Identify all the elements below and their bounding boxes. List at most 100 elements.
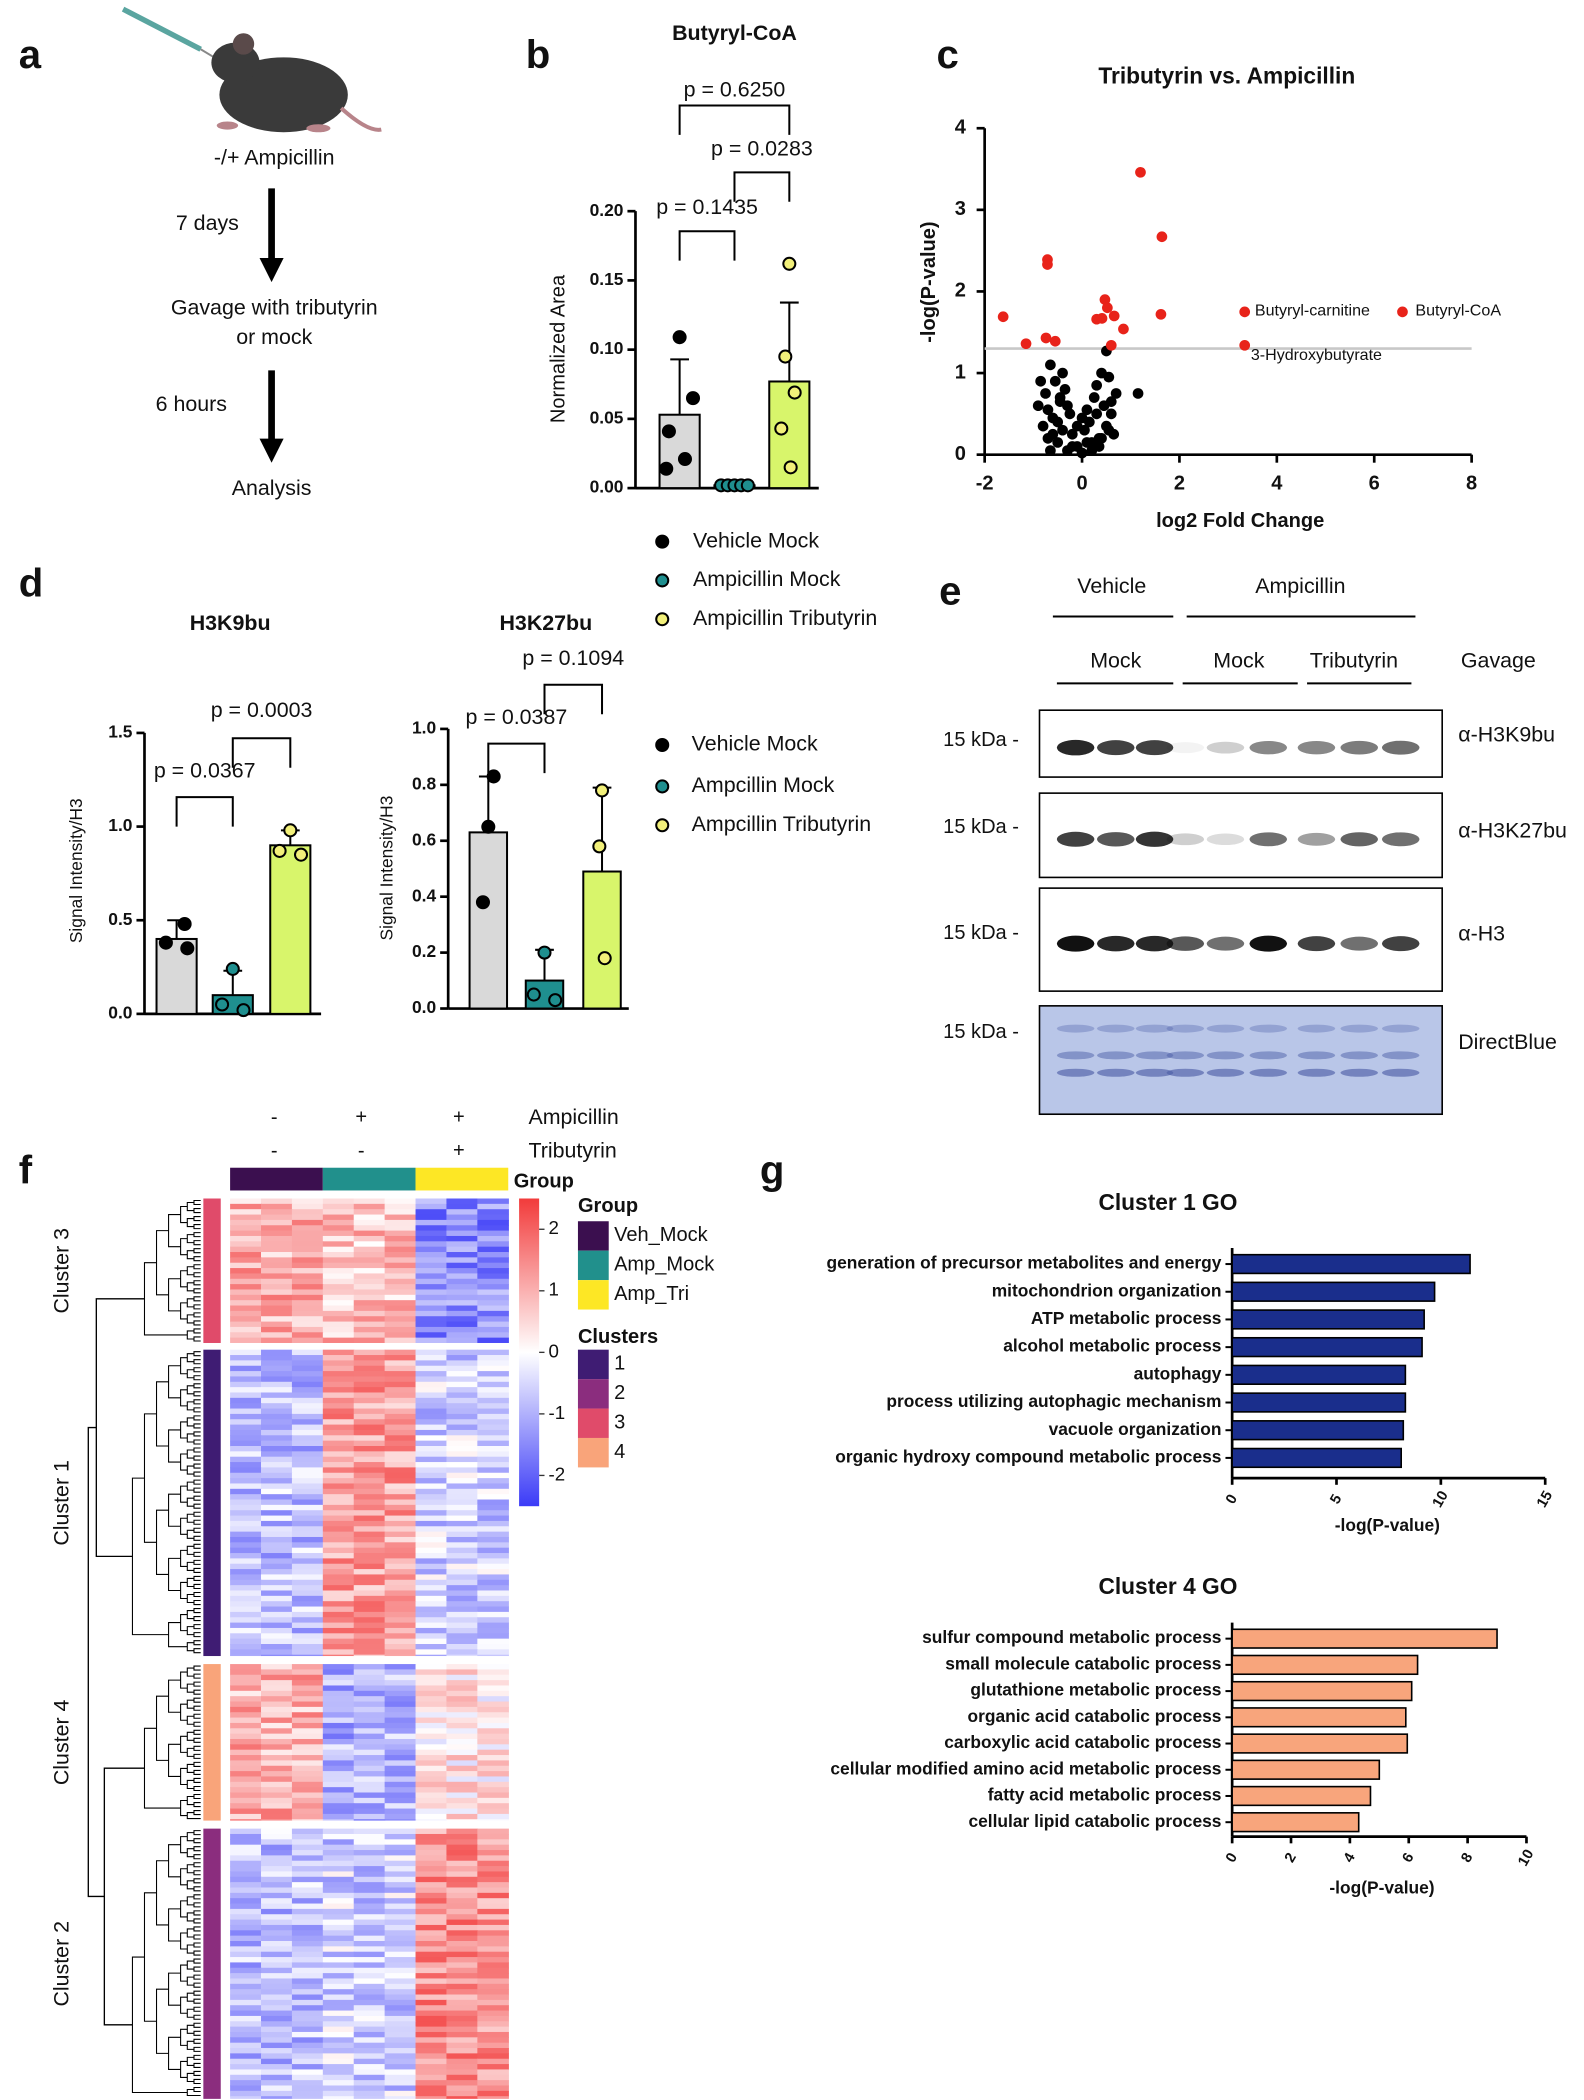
heatmap-cell (415, 1225, 448, 1232)
heatmap-cell (353, 1749, 386, 1756)
heatmap-cell (291, 1924, 324, 1931)
size-marker: 15 kDa - (943, 1021, 1019, 1043)
heatmap-cell (261, 1225, 293, 1232)
heatmap-cell (446, 1622, 479, 1629)
heatmap-cell (322, 1855, 355, 1862)
blot-band (1206, 936, 1245, 951)
heatmap-cell (446, 1563, 479, 1570)
heatmap-cell (322, 1451, 355, 1458)
colorbar-tick-label: -2 (549, 1463, 566, 1484)
heatmap-cell (261, 1300, 293, 1307)
heatmap-cell (230, 1813, 262, 1820)
heatmap-cell (261, 1435, 293, 1442)
heatmap-cell (446, 1349, 479, 1356)
y-tick-label: 3 (955, 198, 966, 220)
heatmap-cell (322, 1403, 355, 1410)
legend-label: Vehicle Mock (693, 528, 819, 552)
heatmap-cell (230, 1262, 262, 1269)
heatmap-cell (477, 2053, 509, 2060)
heatmap-cell (291, 1310, 324, 1317)
heatmap-cell (291, 1510, 324, 1517)
heatmap-cell (230, 2053, 262, 2060)
data-point (537, 945, 552, 960)
heatmap-cell (291, 1696, 324, 1703)
heatmap-cell (230, 1553, 262, 1560)
significance-bracket (733, 171, 791, 202)
heatmap-cell (230, 1371, 262, 1378)
heatmap-cell (261, 1316, 293, 1323)
heatmap-cell (446, 1494, 479, 1501)
heatmap-cell (477, 1440, 509, 1447)
heatmap-cell (384, 1520, 417, 1527)
heatmap-cell (230, 1403, 262, 1410)
heatmap-cell (353, 1268, 386, 1275)
heatmap-cell (261, 1803, 293, 1810)
heatmap-cell (291, 2005, 324, 2012)
heatmap-cell (446, 2031, 479, 2038)
heatmap-cell (291, 1387, 324, 1394)
blot-band (1340, 740, 1378, 755)
heatmap-cell (384, 2064, 417, 2071)
heatmap-cell (291, 2010, 324, 2017)
y-tick-label: 0.00 (590, 477, 624, 497)
heatmap-cell (322, 1569, 355, 1576)
heatmap-cell (261, 1813, 293, 1820)
p-value: p = 0.1435 (656, 195, 758, 219)
heatmap-cell (230, 2080, 262, 2087)
heatmap-cell (261, 1819, 293, 1821)
heatmap-cell (322, 2069, 355, 2076)
heatmap-cell (322, 1413, 355, 1420)
heatmap-cell (261, 2064, 293, 2071)
dendrogram-branch (87, 1426, 105, 1898)
heatmap-cell (291, 1828, 324, 1835)
heatmap-cell (353, 1892, 386, 1899)
heatmap-cell (261, 1376, 293, 1383)
heatmap-cell (353, 1520, 386, 1527)
heatmap-cell (230, 1381, 262, 1388)
heatmap-cell (446, 1520, 479, 1527)
heatmap-cell (415, 1520, 448, 1527)
cluster-label: Cluster 1 (50, 1460, 74, 1546)
heatmap-cell (415, 1622, 448, 1629)
heatmap-cell (291, 1424, 324, 1431)
heatmap-cell (384, 1595, 417, 1602)
data-point (486, 769, 501, 784)
heatmap-cell (353, 1257, 386, 1264)
dendrogram-branch (131, 1477, 169, 1636)
heatmap-cell (322, 1819, 355, 1821)
heatmap-cell (384, 1781, 417, 1788)
heatmap-cell (261, 1542, 293, 1549)
heatmap-cell (477, 1871, 509, 1878)
heatmap-cell (261, 1472, 293, 1479)
data-point (1091, 379, 1103, 391)
data-point (740, 478, 755, 493)
heatmap-cell (384, 1951, 417, 1958)
heatmap-cell (353, 1973, 386, 1980)
heatmap-cell (230, 1542, 262, 1549)
heatmap-cell (384, 1526, 417, 1533)
heatmap-cell (446, 1978, 479, 1985)
heatmap-cell (353, 1674, 386, 1681)
heatmap-cell (291, 1611, 324, 1618)
heatmap-cell (446, 2074, 479, 2081)
heatmap-cell (477, 1504, 509, 1511)
heatmap-cell (322, 1994, 355, 2001)
heatmap-cell (291, 1520, 324, 1527)
heatmap-cell (291, 1999, 324, 2006)
bar (1231, 1628, 1498, 1649)
heatmap-cell (322, 1717, 355, 1724)
chart-title: Cluster 1 GO (1098, 1189, 1237, 1215)
bar (1231, 1364, 1407, 1385)
heatmap-cell (291, 1408, 324, 1415)
legend-label: Vehicle Mock (692, 732, 818, 756)
heatmap-cell (415, 1203, 448, 1210)
heatmap-cell (230, 1531, 262, 1538)
heatmap-cell (261, 1738, 293, 1746)
legend-label: Veh_Mock (614, 1224, 709, 1246)
heatmap-cell (261, 1387, 293, 1394)
data-point (1045, 445, 1056, 456)
heatmap-cell (415, 1488, 448, 1495)
heatmap-cell (415, 1978, 448, 1985)
blot-band (1381, 740, 1420, 755)
heatmap-cell (446, 1337, 479, 1343)
